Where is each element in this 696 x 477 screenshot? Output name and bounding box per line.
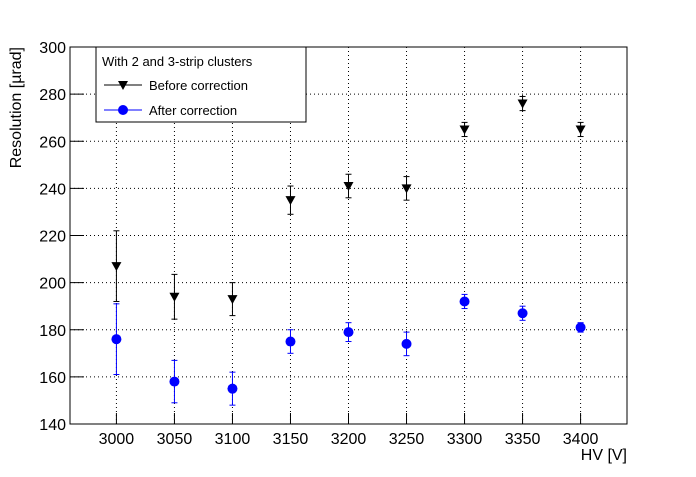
marker (169, 376, 180, 387)
marker (517, 308, 528, 319)
x-tick-label: 3000 (99, 431, 135, 448)
marker (401, 184, 412, 194)
x-tick-label: 3250 (389, 431, 425, 448)
marker (575, 322, 586, 333)
y-axis-label: Resolution [µrad] (8, 47, 25, 168)
y-tick-label: 160 (39, 370, 66, 387)
marker (343, 327, 354, 338)
x-tick-label: 3300 (447, 431, 483, 448)
marker (227, 383, 238, 394)
legend-label: After correction (149, 103, 237, 118)
marker (459, 125, 470, 135)
y-tick-label: 140 (39, 417, 66, 434)
marks (111, 95, 586, 406)
marker (401, 338, 412, 349)
y-tick-label: 220 (39, 229, 66, 246)
marker (169, 292, 180, 302)
y-tick-label: 180 (39, 323, 66, 340)
marker (575, 125, 586, 135)
marker (111, 262, 122, 272)
y-tick-label: 240 (39, 181, 66, 198)
y-tick-label: 260 (39, 134, 66, 151)
marker (343, 182, 354, 192)
legend-label: Before correction (149, 78, 248, 93)
marker (227, 295, 238, 305)
y-tick-label: 200 (39, 276, 66, 293)
x-tick-label: 3100 (215, 431, 251, 448)
x-tick-label: 3400 (563, 431, 599, 448)
legend-title: With 2 and 3-strip clusters (102, 54, 253, 69)
x-tick-label: 3350 (505, 431, 541, 448)
x-tick-label: 3050 (157, 431, 193, 448)
y-tick-label: 280 (39, 87, 66, 104)
x-tick-label: 3150 (273, 431, 309, 448)
marker (111, 334, 122, 345)
marker (517, 99, 528, 109)
y-tick-label: 300 (39, 40, 66, 57)
marker (285, 336, 296, 347)
marker (459, 296, 470, 307)
legend: With 2 and 3-strip clusters Before corre… (95, 46, 307, 123)
marker (118, 105, 128, 115)
x-axis-label: HV [V] (581, 447, 627, 464)
x-tick-label: 3200 (331, 431, 367, 448)
marker (285, 196, 296, 206)
marker (118, 81, 128, 90)
